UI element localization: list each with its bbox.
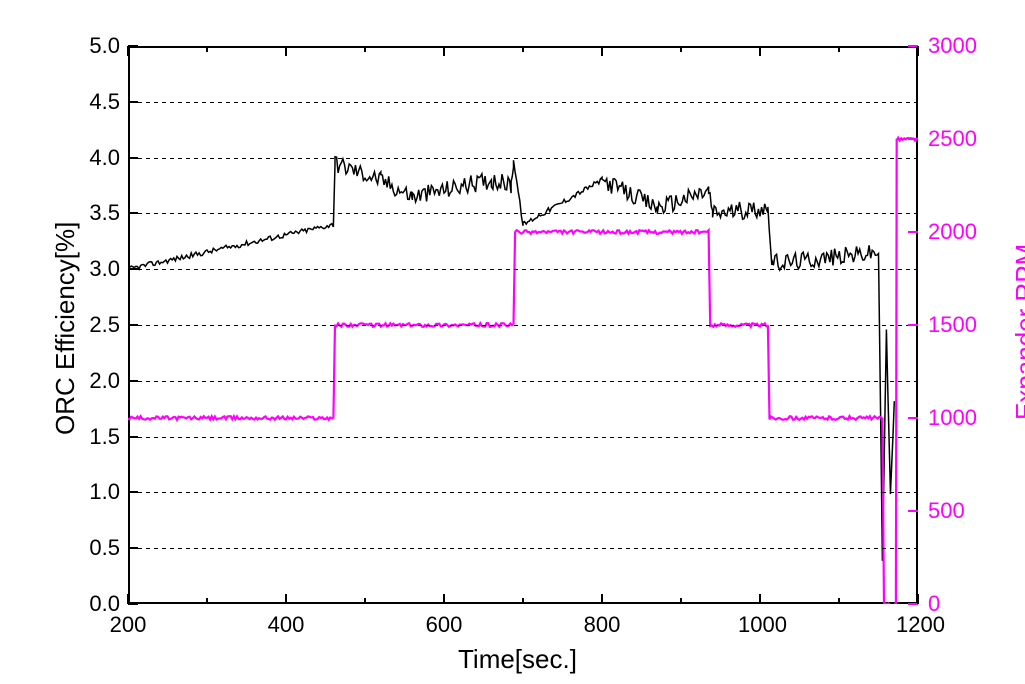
x-minor-tick-top: [364, 46, 366, 52]
y-left-tick-label: 5.0: [89, 33, 120, 59]
y-left-tick: [128, 491, 138, 493]
x-tick: [601, 594, 603, 604]
grid-line: [130, 548, 916, 549]
y-left-tick: [128, 212, 138, 214]
x-tick: [127, 594, 129, 604]
y-left-tick-label: 2.5: [89, 312, 120, 338]
y-right-tick-label: 1500: [928, 312, 977, 338]
y-left-tick-label: 1.5: [89, 424, 120, 450]
x-tick-label: 1200: [896, 612, 940, 638]
y-left-tick: [128, 380, 138, 382]
y-left-tick-label: 0.5: [89, 535, 120, 561]
y-left-tick-label: 3.0: [89, 256, 120, 282]
y-left-tick: [128, 547, 138, 549]
y-right-tick: [908, 138, 918, 140]
y-left-tick: [128, 436, 138, 438]
x-minor-tick-top: [680, 46, 682, 52]
y-right-tick-label: 3000: [928, 33, 977, 59]
grid-line: [130, 213, 916, 214]
x-tick-label: 800: [580, 612, 624, 638]
chart-container: ORC Efficiency[%] Expander RPM Time[sec.…: [0, 0, 1025, 684]
grid-line: [130, 381, 916, 382]
x-tick-top: [285, 46, 287, 56]
y-left-tick: [128, 324, 138, 326]
y-left-tick-label: 1.0: [89, 479, 120, 505]
x-minor-tick-top: [522, 46, 524, 52]
y-right-tick: [908, 417, 918, 419]
x-minor-tick-top: [838, 46, 840, 52]
y-left-tick-label: 4.0: [89, 145, 120, 171]
x-tick: [285, 594, 287, 604]
y-left-tick: [128, 157, 138, 159]
x-tick-top: [127, 46, 129, 56]
x-tick: [917, 594, 919, 604]
y-right-tick-label: 2500: [928, 126, 977, 152]
y-left-tick: [128, 101, 138, 103]
y-left-tick-label: 3.5: [89, 200, 120, 226]
y-left-tick: [128, 268, 138, 270]
grid-line: [130, 437, 916, 438]
x-tick: [759, 594, 761, 604]
y-right-tick: [908, 510, 918, 512]
y-left-tick-label: 4.5: [89, 89, 120, 115]
x-tick-top: [601, 46, 603, 56]
y-left-tick: [128, 45, 138, 47]
efficiency-line: [128, 157, 894, 561]
x-tick-label: 400: [264, 612, 308, 638]
rpm-line: [128, 138, 918, 606]
x-minor-tick: [206, 598, 208, 604]
x-tick-top: [443, 46, 445, 56]
x-minor-tick-top: [206, 46, 208, 52]
grid-line: [130, 492, 916, 493]
x-tick-top: [917, 46, 919, 56]
y-right-tick-label: 1000: [928, 405, 977, 431]
x-tick-label: 1000: [738, 612, 782, 638]
y-left-tick: [128, 603, 138, 605]
x-tick-label: 600: [422, 612, 466, 638]
grid-line: [130, 102, 916, 103]
y-left-tick-label: 2.0: [89, 368, 120, 394]
x-minor-tick: [838, 598, 840, 604]
x-minor-tick: [522, 598, 524, 604]
y-right-tick-label: 500: [928, 498, 965, 524]
y-right-tick: [908, 324, 918, 326]
grid-line: [130, 158, 916, 159]
grid-line: [130, 325, 916, 326]
x-minor-tick: [680, 598, 682, 604]
grid-line: [130, 269, 916, 270]
x-tick-top: [759, 46, 761, 56]
y-right-tick-label: 2000: [928, 219, 977, 245]
x-tick: [443, 594, 445, 604]
x-tick-label: 200: [106, 612, 150, 638]
y-right-tick: [908, 231, 918, 233]
x-minor-tick: [364, 598, 366, 604]
